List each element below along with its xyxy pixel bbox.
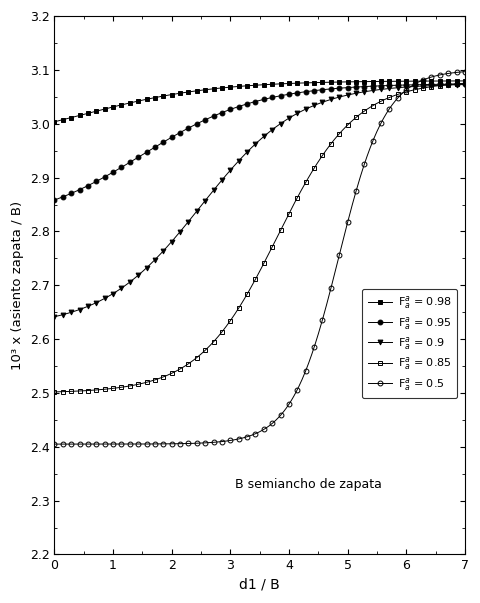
Y-axis label: 10³ x (asiento zapata / B): 10³ x (asiento zapata / B) <box>11 201 24 370</box>
Legend: F$_a^a$ = 0.98, F$_a^a$ = 0.95, F$_a^a$ = 0.9, F$_a^a$ = 0.85, F$_a^a$ = 0.5: F$_a^a$ = 0.98, F$_a^a$ = 0.95, F$_a^a$ … <box>362 289 457 398</box>
X-axis label: d1 / B: d1 / B <box>239 578 280 592</box>
Text: B semiancho de zapata: B semiancho de zapata <box>236 478 383 491</box>
